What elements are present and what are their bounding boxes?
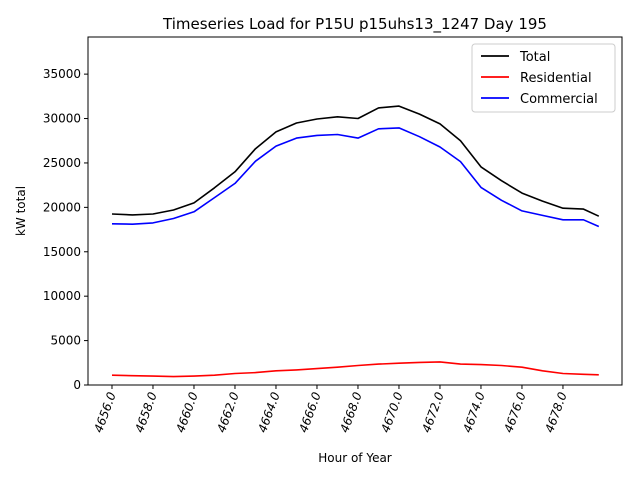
series-line-commercial [111, 127, 600, 228]
x-tick-label: 4678.0 [542, 390, 570, 435]
x-tick-label: 4666.0 [296, 390, 324, 435]
y-tick-label: 25000 [43, 156, 81, 170]
x-axis-label: Hour of Year [318, 451, 392, 465]
y-tick-label: 30000 [43, 112, 81, 126]
y-tick-label: 20000 [43, 200, 81, 214]
x-tick-label: 4676.0 [501, 390, 529, 435]
legend-label: Total [519, 50, 550, 65]
x-tick-label: 4664.0 [255, 390, 283, 435]
legend: Total Residential Commercial [471, 43, 616, 113]
y-tick-label: 5000 [50, 334, 81, 348]
legend-label: Commercial [520, 92, 598, 107]
chart-title: Timeseries Load for P15U p15uhs13_1247 D… [162, 15, 547, 34]
x-tick-label: 4658.0 [132, 390, 160, 435]
x-tick-label: 4668.0 [337, 390, 365, 435]
x-tick-label: 4660.0 [173, 390, 201, 435]
x-tick-label: 4672.0 [419, 390, 447, 435]
x-tick-label: 4674.0 [460, 390, 488, 435]
plot-frame [87, 36, 623, 386]
y-tick-label: 10000 [43, 289, 81, 303]
y-tick-label: 35000 [43, 67, 81, 81]
x-tick-label: 4662.0 [214, 390, 242, 435]
x-tick-label: 4656.0 [91, 390, 119, 435]
x-tick-label: 4670.0 [378, 390, 406, 435]
y-tick-label: 15000 [43, 245, 81, 259]
legend-box [471, 43, 616, 113]
series-line-total [111, 105, 600, 217]
y-tick-label: 0 [73, 378, 81, 392]
y-axis-label: kW total [14, 186, 28, 236]
legend-label: Residential [520, 71, 592, 86]
series-line-residential [111, 361, 599, 378]
